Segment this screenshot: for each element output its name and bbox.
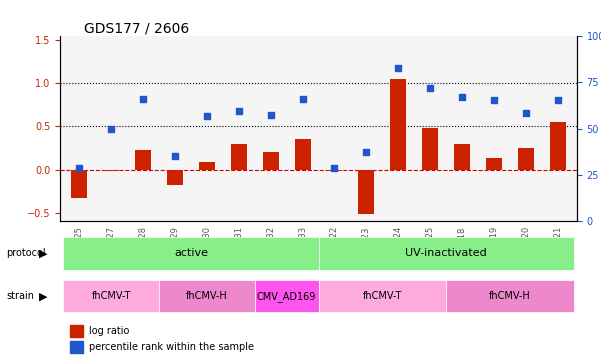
Text: UV-inactivated: UV-inactivated	[405, 248, 487, 258]
FancyBboxPatch shape	[446, 280, 574, 312]
Point	[170, 153, 180, 159]
Bar	[199, 162, 215, 170]
Bar	[167, 170, 183, 185]
Text: fhCMV-H: fhCMV-H	[186, 291, 228, 301]
FancyBboxPatch shape	[319, 280, 446, 312]
Point	[330, 165, 340, 171]
Text: protocol: protocol	[6, 248, 46, 258]
Text: percentile rank within the sample: percentile rank within the sample	[88, 342, 254, 352]
FancyBboxPatch shape	[63, 280, 159, 312]
Text: CMV_AD169: CMV_AD169	[257, 291, 316, 302]
Bar	[263, 152, 279, 170]
Bar	[294, 139, 311, 170]
Bar	[454, 144, 470, 170]
Point	[75, 165, 84, 171]
Point	[266, 112, 275, 118]
Text: fhCMV-T: fhCMV-T	[91, 291, 131, 301]
Point	[489, 97, 499, 103]
Bar	[390, 79, 406, 170]
Text: ▶: ▶	[39, 248, 47, 258]
Text: active: active	[174, 248, 208, 258]
FancyBboxPatch shape	[63, 237, 319, 270]
Bar	[231, 144, 247, 170]
Point	[138, 96, 148, 102]
Point	[202, 113, 212, 119]
Bar	[70, 341, 84, 353]
Text: fhCMV-T: fhCMV-T	[362, 291, 402, 301]
FancyBboxPatch shape	[319, 237, 574, 270]
Bar	[72, 170, 87, 198]
Point	[521, 111, 531, 116]
Bar	[103, 170, 119, 171]
Point	[234, 108, 243, 114]
Point	[394, 65, 403, 70]
Point	[297, 96, 307, 102]
Point	[362, 150, 371, 155]
Point	[426, 85, 435, 90]
Point	[106, 126, 116, 132]
Point	[553, 97, 563, 103]
Bar	[326, 170, 343, 171]
Text: strain: strain	[6, 291, 34, 301]
Bar	[550, 122, 566, 170]
Text: fhCMV-H: fhCMV-H	[489, 291, 531, 301]
Text: GDS177 / 2606: GDS177 / 2606	[84, 21, 189, 35]
FancyBboxPatch shape	[255, 280, 319, 312]
Bar	[358, 170, 374, 215]
Bar	[486, 158, 502, 170]
Bar	[135, 150, 151, 170]
Text: ▶: ▶	[39, 291, 47, 301]
FancyBboxPatch shape	[159, 280, 255, 312]
Bar	[518, 148, 534, 170]
Bar	[70, 325, 84, 337]
Text: log ratio: log ratio	[88, 326, 129, 336]
Point	[457, 94, 467, 100]
Bar	[423, 128, 438, 170]
